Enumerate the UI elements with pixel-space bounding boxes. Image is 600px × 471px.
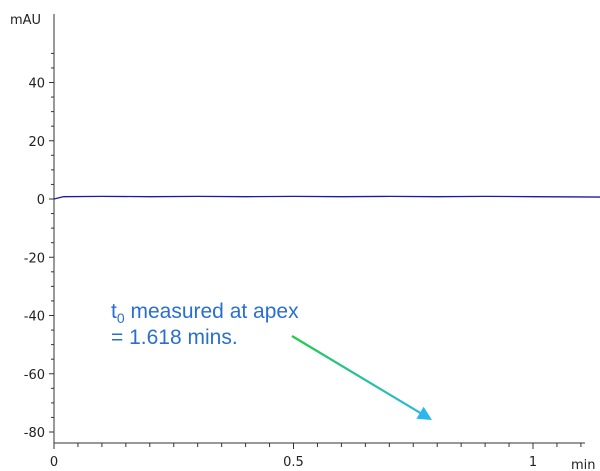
x-axis-unit: min: [571, 458, 596, 471]
arrow-head: [416, 406, 432, 420]
annotation-arrow: [291, 335, 423, 415]
annotation-subscript: 0: [117, 310, 125, 326]
x-tick-label: 1: [529, 455, 537, 470]
y-tick-label: -20: [24, 251, 45, 266]
annotation-line-2: = 1.618 mins.: [111, 326, 238, 349]
y-tick-label: -40: [24, 310, 45, 325]
y-tick-label: -80: [24, 426, 45, 441]
y-tick-label: 0: [37, 193, 45, 208]
annotation-rest: measured at apex: [125, 300, 299, 323]
y-axis-unit: mAU: [10, 13, 41, 28]
annotation-t: t: [111, 300, 117, 323]
series-line: [53, 195, 600, 200]
y-tick-label: -60: [24, 368, 45, 383]
y-tick-label: 20: [28, 135, 45, 150]
x-tick-label: 0: [50, 455, 58, 470]
annotation-line-1: t0 measured at apex: [111, 300, 299, 326]
x-tick-label: 0.5: [283, 455, 304, 470]
annotation: t0 measured at apex = 1.618 mins.: [111, 300, 432, 420]
y-tick-label: 40: [28, 77, 45, 92]
y-ticks: -80 -60 -40 -20 0 20 40: [24, 52, 54, 441]
x-ticks: 00.511.52: [50, 443, 582, 470]
